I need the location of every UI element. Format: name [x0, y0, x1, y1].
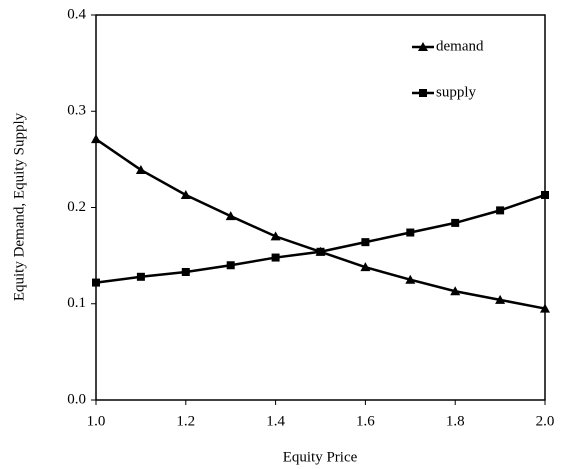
series-line: [95, 193, 546, 284]
x-tick-label: 1.6: [356, 413, 375, 429]
x-axis-label: Equity Price: [283, 449, 358, 465]
marker: [181, 267, 190, 276]
legend-label: demand: [436, 38, 484, 54]
marker: [450, 286, 461, 296]
marker: [451, 218, 460, 227]
marker: [92, 278, 100, 287]
marker: [540, 303, 550, 313]
x-tick-label: 1.0: [87, 413, 106, 429]
marker: [360, 262, 371, 272]
y-axis-label: Equity Demand, Equity Supply: [11, 112, 27, 301]
marker: [418, 42, 428, 51]
marker: [271, 253, 280, 262]
x-tick-label: 1.2: [176, 413, 195, 429]
marker: [419, 89, 427, 97]
marker: [496, 206, 505, 215]
y-tick-label: 0.4: [67, 6, 86, 22]
marker: [136, 272, 145, 281]
marker: [405, 274, 416, 284]
marker: [225, 211, 236, 221]
series-line: [95, 138, 546, 310]
marker: [361, 238, 370, 247]
plot-frame: [95, 14, 546, 401]
marker: [91, 134, 101, 144]
marker: [226, 261, 235, 270]
x-tick-label: 2.0: [536, 413, 555, 429]
legend-label: supply: [436, 84, 477, 100]
marker: [316, 247, 325, 256]
marker: [541, 190, 549, 199]
y-tick-label: 0.2: [67, 199, 86, 215]
y-tick-label: 0.3: [67, 103, 86, 119]
x-tick-label: 1.8: [446, 413, 465, 429]
y-tick-label: 0.1: [67, 295, 86, 311]
marker: [270, 231, 281, 241]
marker: [406, 228, 415, 237]
y-tick-label: 0.0: [67, 391, 86, 407]
marker: [180, 189, 191, 199]
marker: [135, 164, 146, 174]
x-tick-label: 1.4: [266, 413, 285, 429]
marker: [495, 294, 506, 304]
